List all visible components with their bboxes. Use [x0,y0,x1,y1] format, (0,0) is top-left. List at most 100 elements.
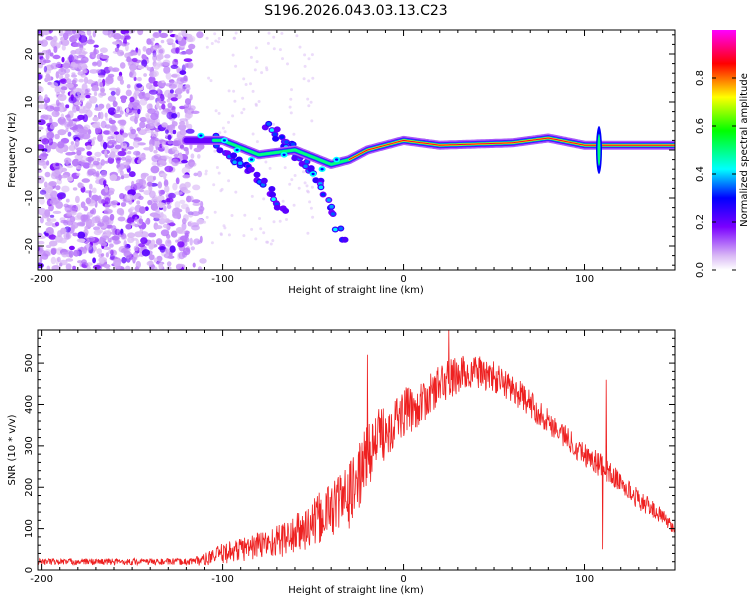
noise-blob [285,218,288,221]
noise-blob [53,46,58,53]
branch-blob-inner [304,159,310,164]
branch-blob-outer [216,147,224,154]
noise-blob [139,189,145,193]
noise-blob [182,218,187,225]
noise-blob [242,234,246,238]
branch-blob-inner [329,204,334,209]
noise-blob [83,206,89,212]
noise-blob [129,70,137,79]
noise-blob [148,254,155,261]
noise-blob [138,157,147,161]
noise-blob [193,238,201,245]
noise-blob [46,265,51,270]
noise-blob [130,206,135,211]
noise-blob [162,223,169,229]
noise-blob [290,178,294,182]
noise-blob [104,185,109,193]
branch-blob-inner [290,142,296,147]
noise-blob [148,232,157,238]
noise-blob [65,159,69,166]
noise-blob [66,217,75,224]
noise-blob [121,156,127,161]
x-tick-label: -100 [211,574,234,585]
noise-blob [157,88,161,93]
noise-blob [87,236,96,242]
noise-blob [60,113,65,120]
noise-blob [72,265,76,270]
noise-blob [144,206,149,211]
noise-blob [49,117,53,124]
branch-blob-outer [230,152,238,159]
noise-blob [39,217,44,224]
noise-blob [79,221,86,227]
spectrogram-y-label: Frequency (Hz) [7,112,18,188]
branch-blob-inner [338,226,343,231]
noise-blob [191,224,200,231]
y-tick-label: 100 [24,519,35,538]
noise-blob [233,99,237,103]
noise-blob [259,227,263,231]
x-tick-label: 100 [575,274,594,285]
snr-marks [38,330,675,567]
noise-blob [233,36,237,40]
noise-blob [91,187,97,194]
noise-blob [308,200,312,204]
noise-blob [310,119,314,123]
noise-blob [47,76,52,82]
noise-blob [260,71,264,75]
noise-blob [99,81,104,88]
noise-blob [134,231,143,238]
noise-blob [164,165,174,173]
snr-axes: -200 -100 0 100 0 100 200 300 400 500 [24,330,676,585]
noise-blob [244,83,248,86]
noise-blob [111,200,119,206]
noise-blob [59,106,63,113]
noise-blob [143,190,151,196]
noise-blob [96,60,102,67]
spike-inner [597,134,601,166]
noise-blob [92,264,101,270]
noise-blob [179,154,183,160]
noise-blob [199,235,203,243]
noise-blob [50,190,58,199]
noise-blob [137,159,141,164]
noise-blob [166,98,170,103]
noise-blob [249,82,252,86]
noise-blob [119,193,125,200]
y-tick-label: -20 [24,238,35,254]
noise-blob [128,199,133,205]
noise-blob [165,129,169,134]
noise-blob [57,256,61,263]
noise-blob [133,109,138,114]
noise-blob [193,147,202,153]
noise-blob [65,128,69,133]
noise-blob [109,151,116,159]
noise-blob [303,64,307,68]
branch-blob-inner [330,212,336,216]
noise-blob [204,172,208,176]
noise-blob [129,96,135,103]
noise-blob [213,149,217,153]
noise-blob [251,132,255,136]
noise-blob [166,266,172,270]
noise-blob [242,77,246,81]
noise-blob [107,238,112,243]
colorbar-ticks: 0.0 0.2 0.4 0.6 0.8 [695,70,736,278]
noise-blob [76,147,85,152]
noise-blob [122,161,131,166]
noise-blob [121,232,127,240]
noise-blob [130,51,138,56]
noise-blob [141,249,150,257]
noise-blob [152,54,158,62]
noise-blob [295,34,299,38]
noise-blob [93,229,102,236]
noise-blob [302,77,306,81]
noise-blob [166,261,172,267]
noise-blob [63,232,72,240]
noise-blob [143,183,148,188]
noise-blob [65,258,74,262]
noise-blob [187,123,193,130]
noise-blob [179,70,187,75]
noise-blob [129,115,138,122]
noise-blob [102,141,108,150]
